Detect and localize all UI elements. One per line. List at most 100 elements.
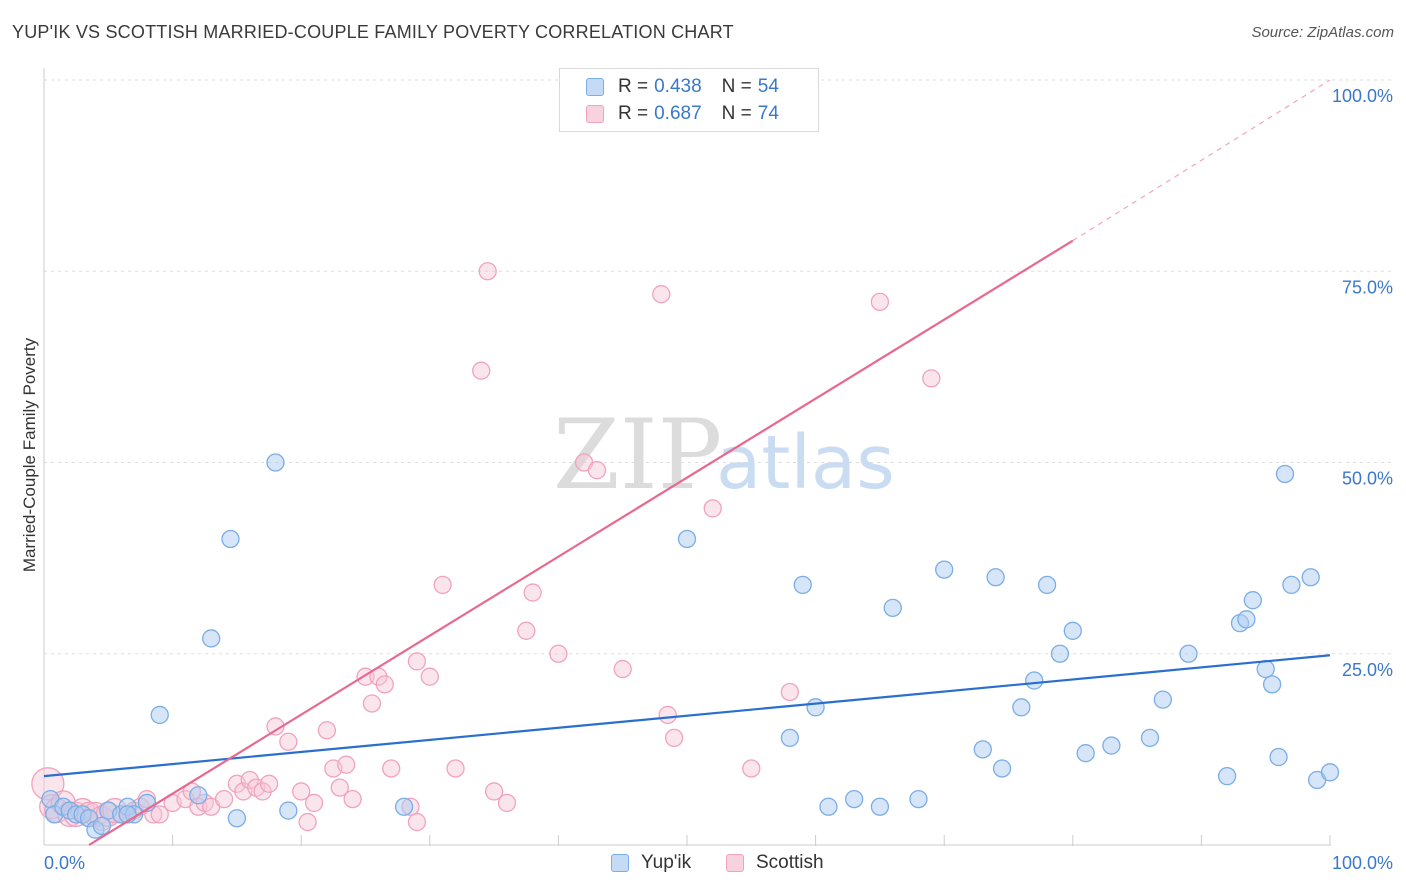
scottish-point	[652, 285, 671, 304]
yupik-point	[1269, 747, 1288, 767]
yupik-swatch	[586, 78, 604, 96]
yupik-point	[883, 598, 902, 617]
yupik-point	[1025, 671, 1044, 690]
legend-row-yupik: R = 0.438 N = 54	[586, 75, 779, 99]
series-legend: Yup'ik Scottish	[0, 852, 1406, 878]
scottish-trend-line	[88, 239, 1074, 846]
scottish-point	[407, 812, 427, 832]
scottish-point	[664, 728, 684, 748]
scottish-point	[870, 292, 890, 312]
yupik-point	[1050, 644, 1070, 663]
scottish-point	[420, 667, 439, 686]
yupik-point	[1282, 575, 1301, 595]
yupik-point	[1063, 621, 1082, 640]
watermark-zip: ZIP	[553, 399, 722, 511]
legend-row-scottish: R = 0.687 N = 74	[586, 102, 779, 126]
legend-r-label: R =	[618, 76, 649, 97]
y-tick-label-100: 100.0%	[1332, 86, 1393, 106]
scottish-point	[587, 460, 607, 480]
scottish-point	[150, 805, 169, 824]
yupik-point	[1153, 690, 1172, 709]
yupik-point	[1217, 767, 1237, 786]
yupik-point	[1262, 675, 1282, 694]
yupik-point	[1012, 698, 1031, 717]
scottish-point	[658, 705, 677, 725]
y-tick-label-25: 25.0%	[1342, 660, 1393, 680]
yupik-point	[279, 801, 298, 820]
scottish-point	[343, 789, 362, 809]
yupik-point	[394, 797, 414, 816]
scottish-point	[446, 759, 465, 778]
scottish-point	[780, 682, 800, 702]
yupik-point	[986, 568, 1005, 587]
correlation-legend: R = 0.438 N = 54 R = 0.687 N = 74	[559, 68, 819, 132]
scottish-point	[517, 621, 536, 640]
yupik-point	[266, 453, 285, 472]
yupik-point	[150, 705, 169, 725]
x-tick-label-max: 100.0%	[1332, 853, 1393, 873]
scottish-point	[214, 789, 234, 809]
scottish-point	[292, 782, 311, 801]
scottish-point	[472, 361, 491, 380]
yupik-point	[1102, 736, 1121, 755]
x-tick-label-min: 0.0%	[44, 853, 85, 873]
scottish-point	[478, 262, 497, 281]
yupik-point	[189, 786, 208, 805]
scottish-point	[703, 499, 722, 518]
scottish-trend-extension	[1072, 79, 1331, 242]
yupik-point	[780, 728, 800, 748]
yupik-point	[793, 575, 812, 595]
yupik-point	[1237, 610, 1256, 629]
yupik-point	[202, 629, 221, 648]
yupik-point	[973, 740, 992, 759]
yupik-point	[870, 797, 890, 816]
watermark: ZIP atlas	[553, 399, 895, 511]
legend-item-yupik[interactable]: Yup'ik	[611, 852, 691, 874]
scottish-legend-swatch	[726, 854, 744, 872]
chart-title: YUP'IK VS SCOTTISH MARRIED-COUPLE FAMILY…	[12, 22, 734, 42]
scottish-point	[497, 793, 517, 813]
yupik-point	[92, 816, 112, 836]
yupik-point	[1140, 728, 1160, 748]
y-tick-label-50: 50.0%	[1342, 469, 1393, 489]
yupik-point	[845, 789, 864, 809]
gridlines	[44, 79, 1392, 655]
yupik-point	[227, 809, 247, 828]
y-tick-label-75: 75.0%	[1342, 277, 1393, 297]
yupik-point	[1301, 568, 1320, 587]
scottish-point	[549, 644, 568, 663]
axes	[43, 68, 1331, 846]
scottish-point	[317, 721, 337, 740]
scottish-swatch	[586, 105, 604, 123]
yupik-point	[935, 560, 954, 579]
yupik-trend-line	[43, 654, 1331, 778]
trend-lines	[43, 79, 1331, 846]
scottish-point	[330, 778, 349, 797]
scottish-point	[337, 755, 356, 774]
yupik-point	[1076, 744, 1095, 763]
scottish-point	[433, 575, 452, 595]
scottish-points	[31, 262, 941, 832]
yupik-point	[1243, 591, 1262, 610]
scottish-point	[742, 759, 761, 778]
yupik-point	[806, 698, 825, 717]
scottish-point	[523, 583, 542, 602]
scottish-point	[298, 812, 317, 832]
scottish-point	[304, 793, 324, 813]
yupik-point	[1275, 464, 1295, 484]
legend-r-value-yupik: 0.438	[654, 76, 702, 97]
scottish-point	[484, 782, 504, 801]
legend-n-value-yupik: 54	[757, 76, 779, 97]
scottish-point	[279, 732, 298, 751]
scottish-point	[362, 694, 382, 713]
yupik-point	[1037, 575, 1057, 595]
legend-r-value-scottish: 0.687	[654, 103, 702, 124]
yupik-point	[1256, 659, 1275, 679]
tick-labels: 100.0% 75.0% 50.0% 25.0% 0.0% 100.0%	[44, 86, 1393, 873]
yupik-point	[677, 529, 697, 549]
legend-label-yupik: Yup'ik	[641, 852, 692, 873]
yupik-point	[1320, 763, 1340, 782]
legend-n-value-scottish: 74	[757, 103, 779, 124]
legend-item-scottish[interactable]: Scottish	[726, 852, 824, 874]
